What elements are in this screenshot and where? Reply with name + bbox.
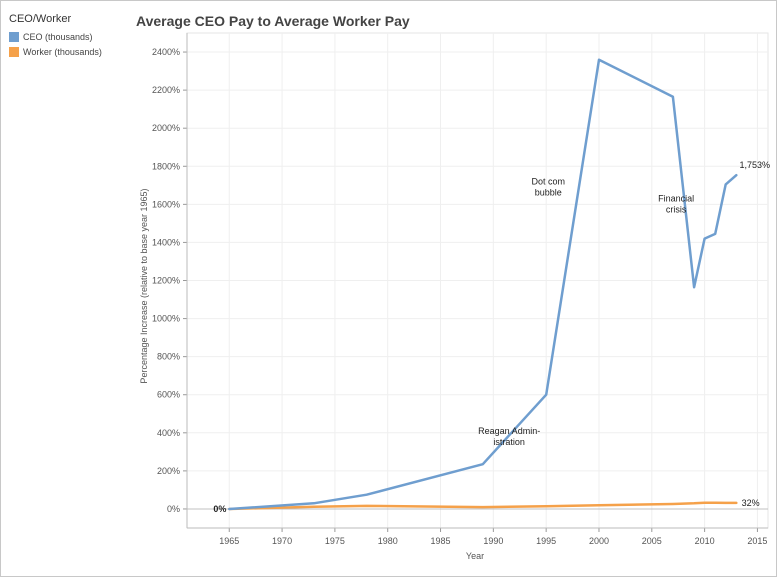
legend-label-worker: Worker (thousands) bbox=[23, 46, 102, 57]
chart-title: Average CEO Pay to Average Worker Pay bbox=[136, 13, 410, 29]
legend-item-worker[interactable]: Worker (thousands) bbox=[9, 44, 102, 59]
series-line-worker bbox=[228, 501, 738, 511]
y-tick-label: 1200% bbox=[152, 276, 180, 286]
y-tick-label: 800% bbox=[157, 352, 180, 362]
y-tick-label: 200% bbox=[157, 466, 180, 476]
legend-title: CEO/Worker bbox=[9, 13, 72, 25]
annotation-line: Reagan Admin- bbox=[478, 426, 540, 436]
legend-swatch-worker bbox=[9, 46, 19, 57]
y-tick-label: 400% bbox=[157, 428, 180, 438]
legend-item-ceo[interactable]: CEO (thousands) bbox=[9, 29, 102, 44]
x-tick-label: 1965 bbox=[219, 536, 239, 546]
x-tick-label: 1975 bbox=[325, 536, 345, 546]
series-line-ceo bbox=[228, 58, 738, 511]
x-tick-label: 1985 bbox=[431, 536, 451, 546]
x-tick-label: 2010 bbox=[695, 536, 715, 546]
x-tick-label: 2005 bbox=[642, 536, 662, 546]
annotation-1: Dot com bubble bbox=[532, 176, 566, 197]
legend: CEO/Worker CEO (thousands) Worker (thous… bbox=[9, 13, 102, 59]
annotation-line: crisis bbox=[666, 204, 687, 214]
annotation-line: Financial bbox=[658, 193, 694, 203]
series-lines bbox=[228, 58, 738, 511]
x-tick-label: 2015 bbox=[747, 536, 767, 546]
annotation-line: Dot com bbox=[532, 176, 566, 186]
y-axis-label: Percentage Increase (relative to base ye… bbox=[139, 188, 149, 383]
annotation-4: 0% bbox=[213, 504, 226, 514]
y-tick-label: 2200% bbox=[152, 85, 180, 95]
y-tick-label: 1600% bbox=[152, 199, 180, 209]
annotation-line: 1,753% bbox=[739, 160, 770, 170]
annotation-line: istration bbox=[493, 437, 525, 447]
annotation-3: 1,753% bbox=[739, 160, 770, 170]
annotation-0: Reagan Admin-istration bbox=[478, 426, 540, 447]
y-tick-label: 600% bbox=[157, 390, 180, 400]
x-tick-label: 2000 bbox=[589, 536, 609, 546]
y-tick-label: 1000% bbox=[152, 314, 180, 324]
y-tick-label: 2400% bbox=[152, 47, 180, 57]
annotation-line: 0% bbox=[213, 504, 226, 514]
legend-swatch-ceo bbox=[9, 31, 19, 42]
x-tick-label: 1970 bbox=[272, 536, 292, 546]
y-tick-label: 2000% bbox=[152, 123, 180, 133]
axes: 1965 1970 1975 1980 1985 1990 1995 2000 2005 2010… bbox=[152, 33, 768, 546]
y-tick-label: 1400% bbox=[152, 237, 180, 247]
x-tick-label: 1995 bbox=[536, 536, 556, 546]
x-axis-label: Year bbox=[466, 551, 484, 561]
annotation-2: Financial crisis bbox=[658, 193, 694, 214]
chart-annotations: Reagan Admin-istration Dot com bubble Finan… bbox=[213, 160, 770, 514]
legend-label-ceo: CEO (thousands) bbox=[23, 31, 93, 42]
annotation-5: 32% bbox=[742, 498, 760, 508]
gridlines bbox=[186, 32, 769, 529]
x-tick-label: 1990 bbox=[483, 536, 503, 546]
y-tick-label: 1800% bbox=[152, 161, 180, 171]
annotation-line: 32% bbox=[742, 498, 760, 508]
y-tick-label: 0% bbox=[167, 504, 180, 514]
x-tick-label: 1980 bbox=[378, 536, 398, 546]
annotation-line: bubble bbox=[535, 187, 562, 197]
